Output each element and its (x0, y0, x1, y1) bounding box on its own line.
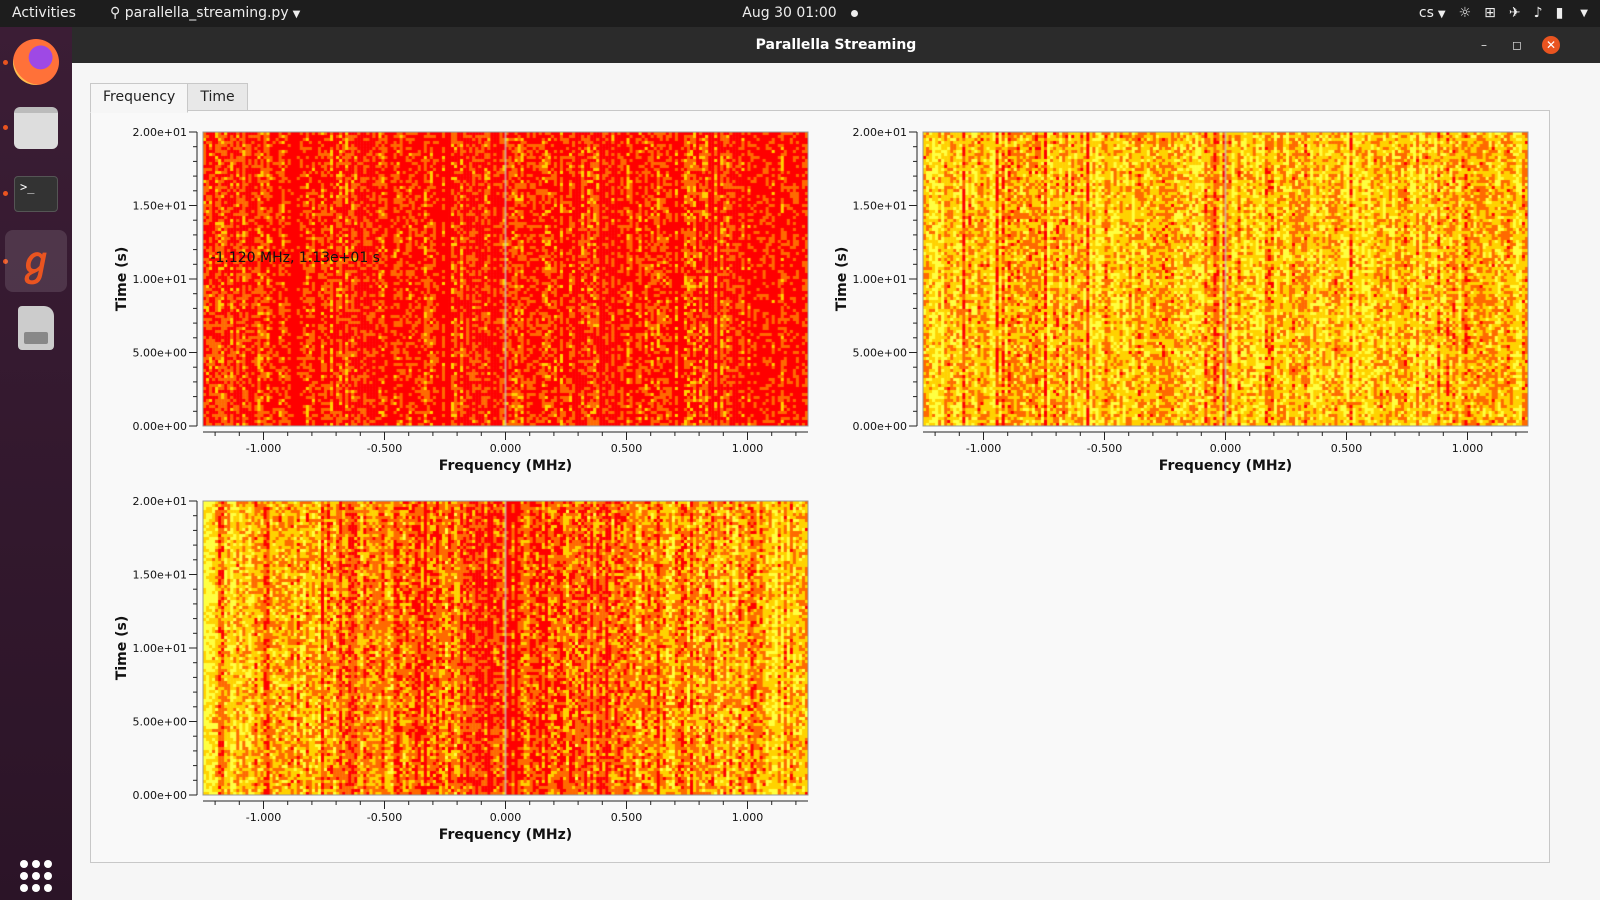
waterfall-axes: 0.00e+00 5.00e+00 1.00e+01 1.50e+01 2.00e+01… (834, 126, 1529, 474)
x-axis-title: Frequency (MHz) (439, 458, 572, 474)
notification-dot-icon (850, 9, 858, 17)
y-tick-label: 2.00e+01 (133, 126, 187, 139)
y-tick-label: 1.50e+01 (133, 569, 187, 582)
y-tick-label: 5.00e+00 (133, 716, 187, 729)
waterfall-plot-1[interactable]: 0.00e+00 5.00e+00 1.00e+01 1.50e+01 2.00e+01… (106, 126, 826, 506)
running-indicator (3, 60, 8, 65)
waterfall-image[interactable] (203, 501, 808, 795)
x-tick-label: 0.000 (1210, 442, 1242, 455)
waterfall-axes: 0.00e+00 5.00e+00 1.00e+01 1.50e+01 2.00e+01… (114, 126, 809, 474)
waterfall-plot-3[interactable]: 0.00e+00 5.00e+00 1.00e+01 1.50e+01 2.00e+01… (106, 495, 826, 875)
files-icon (14, 107, 58, 149)
x-tick-label: -1.000 (966, 442, 1001, 455)
waterfall-plot-2[interactable]: 0.00e+00 5.00e+00 1.00e+01 1.50e+01 2.00e+01… (826, 126, 1546, 506)
terminal-icon: >_ (14, 176, 58, 212)
keyboard-layout-label: cs (1418, 4, 1434, 21)
running-indicator (3, 191, 8, 196)
y-tick-label: 1.50e+01 (853, 200, 907, 213)
chevron-down-icon: ▼ (292, 9, 301, 20)
y-tick-label: 5.00e+00 (853, 347, 907, 360)
close-button[interactable]: ✕ (1542, 36, 1560, 54)
window-title: Parallella Streaming (755, 37, 917, 53)
x-tick-label: -1.000 (246, 442, 281, 455)
gnuradio-icon: ℊ (16, 239, 55, 283)
system-tray[interactable]: cs ▼ ☼ ⊞ ✈ ♪ ▮ ▼ (1419, 0, 1588, 27)
volume-icon: ♪ (1533, 5, 1543, 21)
x-tick-label: 0.500 (1331, 442, 1363, 455)
running-indicator (3, 259, 8, 264)
y-tick-label: 0.00e+00 (853, 420, 907, 433)
x-tick-label: 1.000 (732, 442, 764, 455)
running-indicator (3, 125, 8, 130)
tab-time[interactable]: Time (187, 83, 248, 111)
y-axis-title: Time (s) (114, 616, 130, 680)
x-tick-label: -0.500 (367, 442, 402, 455)
x-axis-title: Frequency (MHz) (439, 827, 572, 843)
y-tick-label: 1.00e+01 (133, 642, 187, 655)
waterfall-image[interactable] (203, 132, 808, 426)
battery-icon: ▮ (1555, 5, 1564, 21)
x-tick-label: 0.000 (490, 811, 522, 824)
brightness-icon: ☼ (1458, 5, 1472, 21)
plot-frame (202, 131, 809, 427)
firefox-icon (13, 39, 59, 85)
waterfall-axes: 0.00e+00 5.00e+00 1.00e+01 1.50e+01 2.00e+01… (114, 495, 809, 843)
y-tick-label: 0.00e+00 (133, 420, 187, 433)
y-tick-label: 1.00e+01 (133, 273, 187, 286)
app-menu-icon: ⚲ (110, 5, 125, 21)
x-tick-label: 1.000 (732, 811, 764, 824)
tab-frequency[interactable]: Frequency (90, 83, 189, 113)
y-axis-title: Time (s) (114, 247, 130, 311)
y-tick-label: 1.50e+01 (133, 200, 187, 213)
window-titlebar[interactable]: Parallella Streaming – ◻ ✕ (72, 27, 1600, 63)
x-tick-label: 0.500 (611, 811, 643, 824)
x-tick-label: 1.000 (1452, 442, 1484, 455)
x-tick-label: 0.500 (611, 442, 643, 455)
maximize-button[interactable]: ◻ (1512, 38, 1522, 52)
dock-firefox[interactable] (5, 31, 67, 93)
waterfall-image[interactable] (923, 132, 1528, 426)
app-menu-label: parallella_streaming.py (124, 5, 289, 21)
x-axis-title: Frequency (MHz) (1159, 458, 1292, 474)
y-tick-label: 5.00e+00 (133, 347, 187, 360)
dock-terminal[interactable]: >_ (5, 163, 67, 225)
sd-card-icon (18, 306, 54, 350)
y-tick-label: 2.00e+01 (133, 495, 187, 508)
chevron-down-icon: ▼ (1580, 8, 1588, 19)
x-tick-label: -1.000 (246, 811, 281, 824)
plot-frame (202, 500, 809, 796)
airplane-icon: ✈ (1508, 5, 1521, 21)
network-icon: ⊞ (1484, 5, 1496, 21)
y-tick-label: 0.00e+00 (133, 789, 187, 802)
app-window: Parallella Streaming – ◻ ✕ Frequency Tim… (72, 27, 1600, 900)
minimize-button[interactable]: – (1481, 38, 1487, 52)
x-tick-label: -0.500 (367, 811, 402, 824)
activities-button[interactable]: Activities (12, 5, 76, 21)
show-applications-icon[interactable] (20, 860, 52, 892)
dock-files[interactable] (5, 97, 67, 159)
cursor-readout: -1.120 MHz, 1.13e+01 s (210, 249, 380, 266)
top-bar: Activities ⚲ parallella_streaming.py ▼ Au… (0, 0, 1600, 27)
x-tick-label: -0.500 (1087, 442, 1122, 455)
dock-gnuradio[interactable]: ℊ (5, 230, 67, 292)
dock-sd-card[interactable] (5, 297, 67, 359)
app-menu[interactable]: ⚲ parallella_streaming.py ▼ (110, 0, 300, 27)
tab-bar: Frequency Time (90, 83, 248, 113)
clock[interactable]: Aug 30 01:00 (0, 0, 1600, 27)
x-tick-label: 0.000 (490, 442, 522, 455)
clock-label: Aug 30 01:00 (742, 5, 837, 21)
keyboard-layout[interactable]: cs ▼ (1419, 0, 1446, 28)
plot-frame (922, 131, 1529, 427)
y-tick-label: 2.00e+01 (853, 126, 907, 139)
chevron-down-icon: ▼ (1437, 8, 1446, 20)
dock: >_ ℊ (0, 27, 72, 900)
y-tick-label: 1.00e+01 (853, 273, 907, 286)
y-axis-title: Time (s) (834, 247, 850, 311)
